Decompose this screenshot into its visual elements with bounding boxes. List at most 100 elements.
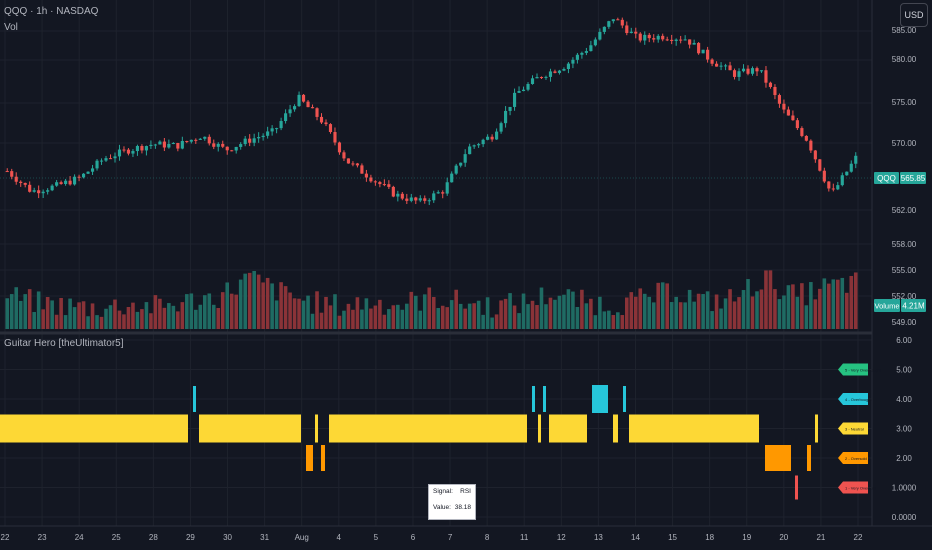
legend-tag-label: 2 - Oversold [845, 456, 867, 461]
volume-bar [306, 295, 310, 329]
volume-bar [378, 299, 382, 329]
volume-bar [530, 300, 535, 329]
time-axis-tick: 5 [374, 533, 379, 542]
volume-bar [117, 310, 122, 329]
candle-body [634, 31, 638, 34]
volume-bar [508, 293, 512, 329]
candle-body [122, 149, 126, 151]
volume-bar [9, 294, 14, 329]
volume-bar [409, 291, 414, 329]
volume-bar [108, 305, 113, 329]
volume-bar [773, 289, 777, 329]
indicator-axis[interactable]: 6.00 5.00 4.00 3.00 2.00 1.0000 0.0000 [892, 336, 917, 522]
symbol-title[interactable]: QQQ · 1h · NASDAQ [4, 6, 99, 17]
volume-bar [189, 293, 194, 329]
candle-body [512, 92, 517, 107]
candle-body [768, 82, 773, 87]
volume-bar [503, 298, 508, 329]
volume-bar [777, 299, 782, 329]
price-axis-tick: 575.00 [892, 98, 917, 107]
candle-body [436, 192, 440, 194]
volume-bar [593, 315, 598, 329]
candle-body [405, 198, 409, 201]
candle-body [697, 42, 701, 54]
volume-bar [220, 292, 225, 329]
candle-body [490, 136, 494, 140]
candle-body [194, 139, 198, 141]
signal-segment [629, 414, 759, 443]
volume-bar [18, 300, 23, 329]
volume-bar [422, 294, 427, 329]
candle-body [553, 71, 557, 73]
volume-bar [391, 305, 396, 329]
volume-bar [822, 278, 827, 329]
volume-bar [283, 286, 288, 329]
candle-body [602, 26, 606, 32]
time-axis-tick: 30 [223, 533, 232, 542]
candle-body [773, 86, 777, 96]
candle-body [495, 131, 499, 140]
price-badge-value: 565.85 [901, 174, 926, 183]
candle-body [81, 173, 86, 178]
candle-body [364, 173, 368, 178]
volume-bar [813, 299, 818, 329]
time-axis[interactable]: 22 23 24 25 28 29 30 31 Aug 4 5 6 7 8 11 12 13 14 15 18 19 20… [1, 533, 863, 542]
volume-bar [436, 308, 441, 329]
candle-body [692, 42, 696, 45]
volume-bar [418, 310, 423, 329]
candle-body [477, 144, 481, 146]
candle-body [759, 70, 764, 72]
volume-bar [499, 300, 503, 329]
time-axis-tick: 29 [186, 533, 195, 542]
volume-bar [669, 302, 674, 329]
indicator-title[interactable]: Guitar Hero [theUltimator5] [4, 338, 124, 349]
candle-body [400, 193, 404, 199]
volume-bar [99, 316, 104, 329]
indicator-tooltip: Signal: RSI Value: 38.18 [428, 484, 476, 520]
candle-body [688, 39, 692, 45]
candle-body [706, 49, 710, 60]
price-axis[interactable]: 580.00 575.00 570.00 562.00 558.00 555.00 552.… [892, 26, 917, 327]
candle-body [288, 109, 292, 114]
candle-body [643, 34, 647, 41]
candle-body [414, 197, 418, 201]
volume-bar [355, 297, 360, 329]
indicator-axis-tick: 5.00 [896, 366, 912, 375]
volume-bar [431, 296, 436, 329]
volume-bar [458, 303, 463, 329]
candle-body [656, 35, 660, 40]
volume-bar [319, 312, 324, 329]
price-axis-tick: 549.00 [892, 318, 917, 327]
volume-bar [750, 296, 755, 329]
volume-bar [804, 305, 809, 329]
candle-body [37, 190, 41, 194]
volume-title[interactable]: Vol [4, 22, 18, 33]
volume-bar [185, 294, 189, 329]
candle-body [441, 192, 445, 194]
candle-body [86, 171, 90, 174]
candle-body [32, 190, 36, 192]
candle-body [270, 128, 274, 132]
volume-bar [310, 313, 315, 329]
volume-bar [68, 298, 72, 329]
candle-body [548, 71, 553, 77]
candle-body [261, 135, 265, 138]
volume-bar [454, 289, 458, 329]
candle-body [750, 68, 755, 74]
candle-body [809, 140, 813, 151]
candle-body [90, 168, 95, 172]
candle-body [373, 181, 377, 183]
candle-body [342, 152, 346, 159]
volume-bar [683, 302, 687, 329]
volume-bar [548, 297, 553, 329]
candle-body [647, 34, 651, 39]
candle-body [620, 19, 624, 26]
candle-body [607, 21, 611, 27]
currency-button[interactable]: USD [900, 3, 928, 27]
volume-bar [36, 291, 41, 329]
time-axis-tick: 25 [112, 533, 121, 542]
indicator-axis-tick: 6.00 [896, 336, 912, 345]
volume-bar [472, 303, 476, 329]
